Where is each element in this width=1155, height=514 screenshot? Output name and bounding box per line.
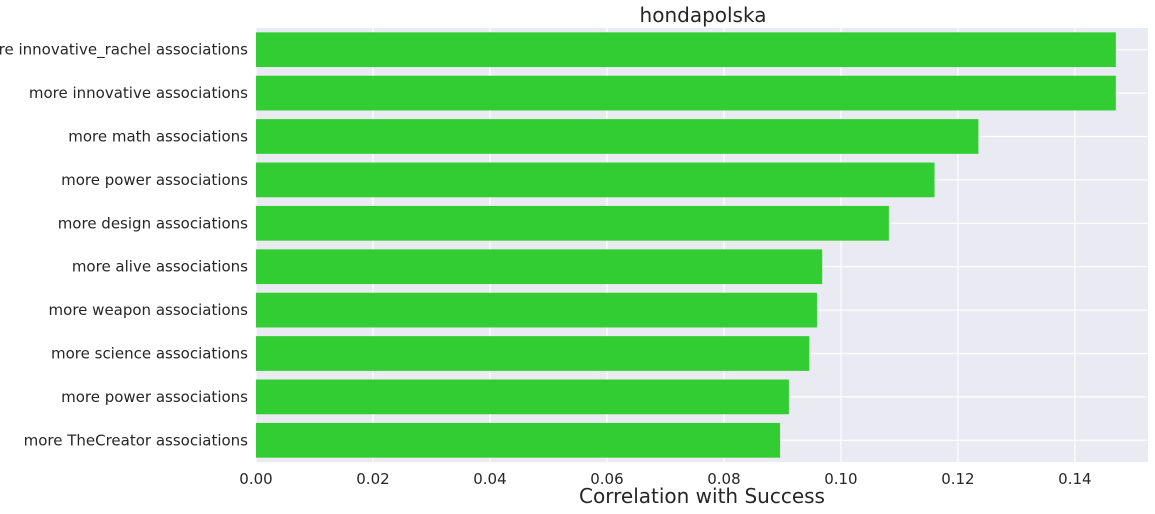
x-tick-label: 0.14: [1058, 470, 1091, 488]
y-tick-label: more power associations: [61, 171, 248, 189]
bar: [256, 336, 810, 371]
bar: [256, 422, 781, 458]
y-tick-label: more science associations: [51, 345, 248, 363]
x-tick-labels: 0.00 0.02 0.04 0.06 0.08 0.10 0.12 0.14: [239, 470, 1091, 488]
x-axis-label: Correlation with Success: [579, 484, 825, 508]
x-tick-label: 0.00: [239, 470, 272, 488]
bar: [256, 292, 817, 328]
chart-title: hondapolska: [640, 3, 767, 27]
y-tick-label: more alive associations: [72, 258, 248, 276]
y-tick-label: more innovative associations: [29, 84, 248, 102]
bar: [256, 119, 979, 154]
x-tick-label: 0.10: [824, 470, 857, 488]
y-tick-label: more weapon associations: [49, 301, 249, 319]
x-tick-label: 0.06: [590, 470, 623, 488]
bar: [256, 162, 935, 198]
bar: [256, 249, 823, 285]
bar: [256, 75, 1116, 111]
y-tick-label: more innovative_rachel associations: [0, 41, 248, 60]
bars: [256, 32, 1116, 458]
y-tick-label: more power associations: [61, 388, 248, 406]
x-tick-label: 0.08: [707, 470, 740, 488]
bar: [256, 205, 889, 241]
bar: [256, 379, 789, 415]
y-tick-labels: more innovative_rachel associations more …: [0, 41, 248, 450]
y-tick-label: more TheCreator associations: [24, 431, 249, 449]
y-tick-label: more design associations: [58, 214, 248, 232]
x-tick-label: 0.12: [941, 470, 974, 488]
bar: [256, 32, 1116, 68]
y-tick-label: more math associations: [68, 128, 248, 146]
x-tick-label: 0.02: [356, 470, 389, 488]
x-tick-label: 0.04: [473, 470, 506, 488]
